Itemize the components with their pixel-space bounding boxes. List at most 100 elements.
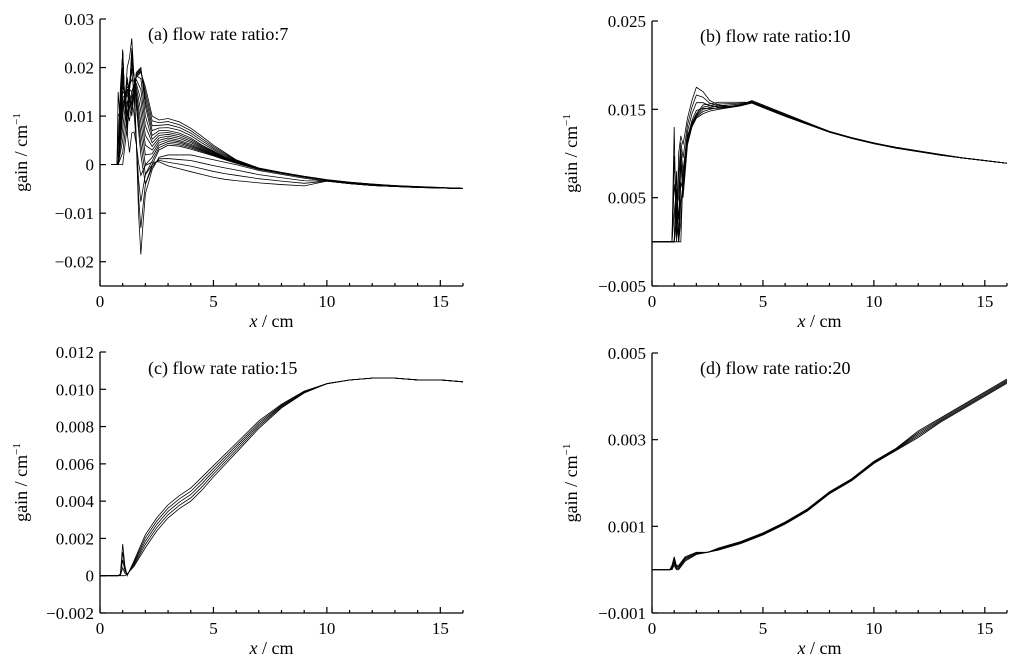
series-line bbox=[652, 101, 1007, 243]
x-axis-label: x / cm bbox=[249, 311, 294, 331]
x-tick-label: 0 bbox=[648, 619, 657, 638]
y-axis-label-superscript: −1 bbox=[561, 114, 573, 126]
series-line bbox=[111, 79, 463, 189]
x-axis-unit: / cm bbox=[258, 311, 294, 331]
x-axis-label: x / cm bbox=[249, 638, 294, 657]
y-tick-label: −0.002 bbox=[46, 604, 94, 623]
y-tick-label: 0.006 bbox=[56, 455, 94, 474]
series-group bbox=[100, 377, 463, 577]
series-line bbox=[111, 75, 463, 189]
x-tick-label: 0 bbox=[96, 619, 105, 638]
y-axis-label: gain / cm−1 bbox=[561, 444, 581, 523]
series-line bbox=[111, 52, 463, 189]
y-axis-label-text: gain / cm bbox=[561, 126, 581, 193]
series-group bbox=[652, 86, 1007, 243]
y-tick-label: 0.003 bbox=[608, 431, 646, 450]
x-tick-label: 5 bbox=[209, 619, 218, 638]
x-axis-variable: x bbox=[249, 311, 258, 331]
y-tick-label: 0 bbox=[86, 156, 95, 175]
panel-title: (c) flow rate ratio:15 bbox=[148, 358, 297, 379]
series-line bbox=[111, 38, 463, 255]
y-tick-label: 0.005 bbox=[608, 344, 646, 363]
series-line bbox=[652, 378, 1007, 571]
y-tick-label: 0.01 bbox=[64, 107, 94, 126]
series-line bbox=[652, 382, 1007, 571]
series-group bbox=[111, 38, 463, 255]
series-line bbox=[111, 51, 463, 229]
x-axis-variable: x bbox=[797, 311, 806, 331]
y-tick-label: 0.010 bbox=[56, 380, 94, 399]
series-line bbox=[652, 102, 1007, 243]
y-tick-label: 0.001 bbox=[608, 517, 646, 536]
y-tick-label: −0.01 bbox=[55, 204, 94, 223]
series-line bbox=[111, 71, 463, 189]
x-tick-label: 10 bbox=[318, 619, 335, 638]
x-axis-label: x / cm bbox=[797, 638, 842, 657]
x-axis-unit: / cm bbox=[806, 638, 842, 657]
x-axis-variable: x bbox=[797, 638, 806, 657]
x-tick-label: 5 bbox=[759, 292, 768, 311]
y-tick-label: 0.015 bbox=[608, 100, 646, 119]
y-axis-label-text: gain / cm bbox=[11, 125, 31, 192]
panel-d: 0 5 10 15 −0.001 0.001 0.003 0.005 x / cm gain / … bbox=[561, 344, 1008, 657]
y-axis-label-superscript: −1 bbox=[11, 443, 23, 455]
panel-b: 0 5 10 15 −0.005 0.005 0.015 0.025 x / cm gain / … bbox=[561, 12, 1008, 331]
x-tick-label: 10 bbox=[865, 619, 882, 638]
series-line bbox=[111, 67, 463, 189]
series-line bbox=[652, 101, 1007, 243]
series-line bbox=[111, 62, 463, 189]
series-line bbox=[111, 48, 463, 189]
y-tick-label: 0.02 bbox=[64, 59, 94, 78]
x-tick-label: 15 bbox=[432, 619, 449, 638]
x-axis-unit: / cm bbox=[806, 311, 842, 331]
series-line bbox=[652, 102, 1007, 243]
x-tick-label: 10 bbox=[865, 292, 882, 311]
series-line bbox=[652, 102, 1007, 243]
series-line bbox=[652, 102, 1007, 243]
panel-title: (d) flow rate ratio:20 bbox=[700, 358, 850, 379]
y-tick-label: 0.004 bbox=[56, 492, 95, 511]
y-axis-label-superscript: −1 bbox=[561, 444, 573, 456]
x-tick-label: 10 bbox=[318, 292, 335, 311]
x-tick-label: 5 bbox=[759, 619, 768, 638]
series-line bbox=[111, 57, 463, 189]
x-tick-label: 15 bbox=[976, 292, 993, 311]
x-tick-label: 15 bbox=[976, 619, 993, 638]
x-tick-label: 15 bbox=[432, 292, 449, 311]
series-line bbox=[652, 381, 1007, 571]
series-line bbox=[111, 69, 463, 189]
series-line bbox=[652, 379, 1007, 571]
y-axis-label-text: gain / cm bbox=[11, 455, 31, 522]
y-tick-label: 0.025 bbox=[608, 12, 646, 31]
y-tick-label: −0.02 bbox=[55, 253, 94, 272]
series-line bbox=[100, 377, 463, 577]
y-axis-label: gain / cm−1 bbox=[11, 113, 31, 192]
y-axis-label: gain / cm−1 bbox=[11, 443, 31, 522]
series-line bbox=[652, 380, 1007, 571]
x-tick-label: 0 bbox=[96, 292, 105, 311]
series-line bbox=[652, 102, 1007, 243]
x-tick-label: 5 bbox=[209, 292, 218, 311]
y-tick-label: 0 bbox=[86, 567, 95, 586]
x-axis-variable: x bbox=[249, 638, 258, 657]
x-axis-unit: / cm bbox=[258, 638, 294, 657]
panel-a: 0 5 10 15 −0.02 −0.01 0 0.01 0.02 0.03 x / cm gain … bbox=[11, 10, 464, 331]
y-axis-label-superscript: −1 bbox=[11, 113, 23, 125]
series-line bbox=[111, 50, 463, 202]
y-tick-label: 0.002 bbox=[56, 529, 94, 548]
y-tick-label: 0.008 bbox=[56, 418, 94, 437]
series-line bbox=[111, 78, 463, 189]
y-axis-label: gain / cm−1 bbox=[561, 114, 581, 193]
y-tick-label: 0.03 bbox=[64, 10, 94, 29]
series-line bbox=[111, 70, 463, 189]
panel-title: (b) flow rate ratio:10 bbox=[700, 26, 850, 47]
y-tick-label: 0.012 bbox=[56, 343, 94, 362]
y-tick-label: −0.001 bbox=[598, 604, 646, 623]
y-axis-label-text: gain / cm bbox=[561, 455, 581, 522]
panel-title: (a) flow rate ratio:7 bbox=[148, 24, 288, 45]
x-tick-label: 0 bbox=[648, 292, 657, 311]
y-tick-label: −0.005 bbox=[598, 277, 646, 296]
y-tick-label: 0.005 bbox=[608, 189, 646, 208]
panel-c: 0 5 10 15−0.00200.0020.0040.0060.0080.0100.… bbox=[11, 343, 464, 657]
